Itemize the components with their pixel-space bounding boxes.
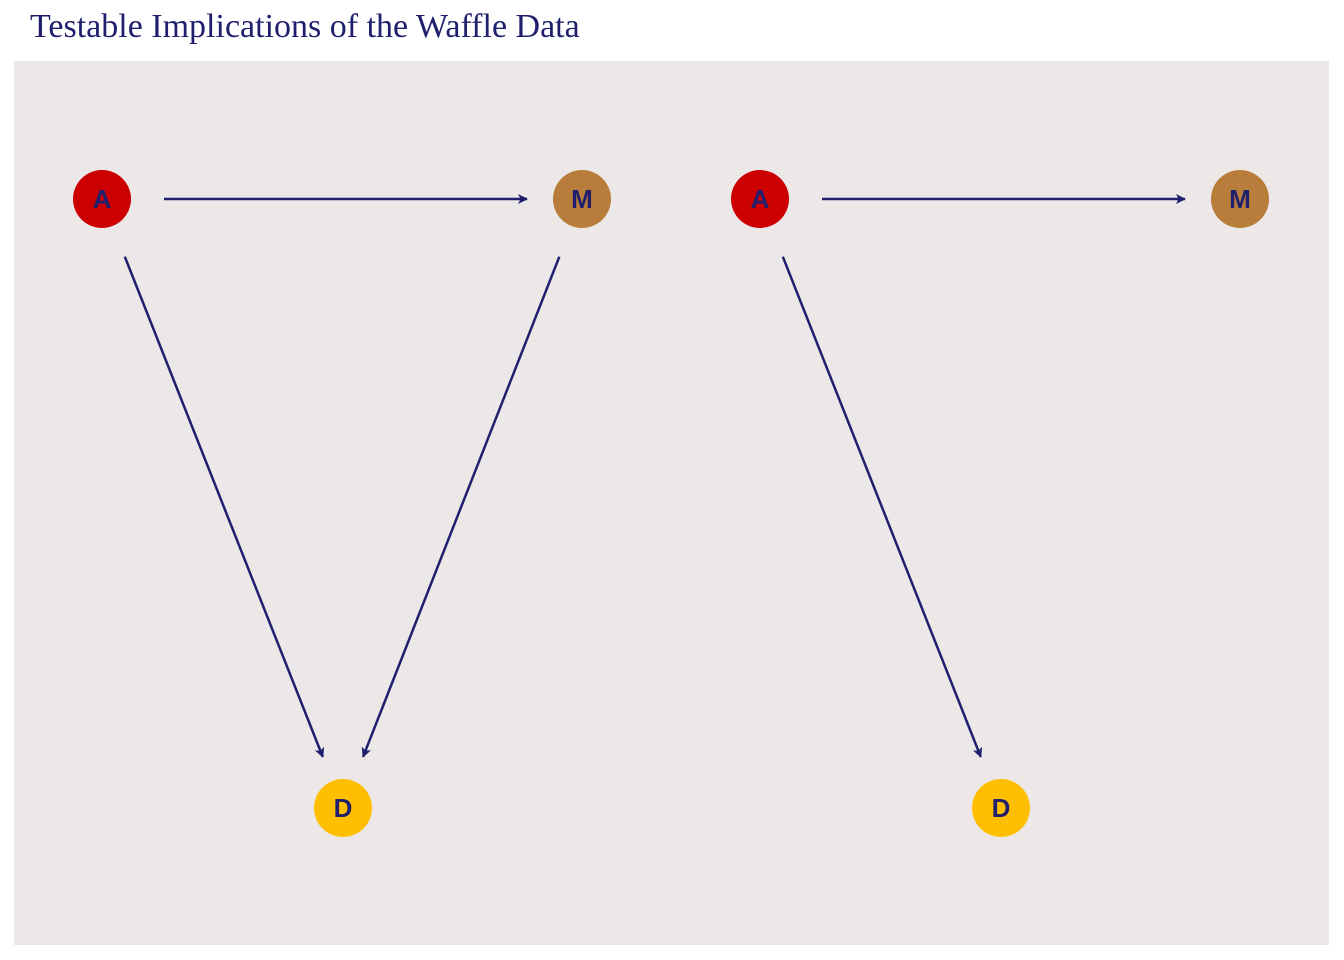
node-label: M	[571, 184, 593, 214]
dag-panel: A M D A M D	[14, 61, 1329, 945]
page-title: Testable Implications of the Waffle Data	[30, 8, 580, 45]
edges-layer	[123, 194, 1186, 758]
node-a: A	[73, 170, 131, 228]
node-m: M	[1211, 170, 1269, 228]
node-label: D	[992, 793, 1011, 823]
node-circle	[972, 779, 1030, 837]
node-label: M	[1229, 184, 1251, 214]
dag-canvas: A M D A M D	[14, 61, 1329, 945]
node-label: D	[334, 793, 353, 823]
node-label: A	[93, 184, 112, 214]
node-circle	[73, 170, 131, 228]
node-circle	[314, 779, 372, 837]
node-circle	[553, 170, 611, 228]
node-label: A	[751, 184, 770, 214]
edge-a-to-d	[781, 256, 983, 758]
node-d: D	[314, 779, 372, 837]
nodes-layer: A M D A M D	[73, 170, 1269, 837]
panel-background	[14, 61, 1329, 945]
edge-a-to-d	[123, 256, 325, 758]
node-a: A	[731, 170, 789, 228]
node-circle	[1211, 170, 1269, 228]
node-d: D	[972, 779, 1030, 837]
node-m: M	[553, 170, 611, 228]
edge-m-to-d	[361, 256, 561, 758]
node-circle	[731, 170, 789, 228]
